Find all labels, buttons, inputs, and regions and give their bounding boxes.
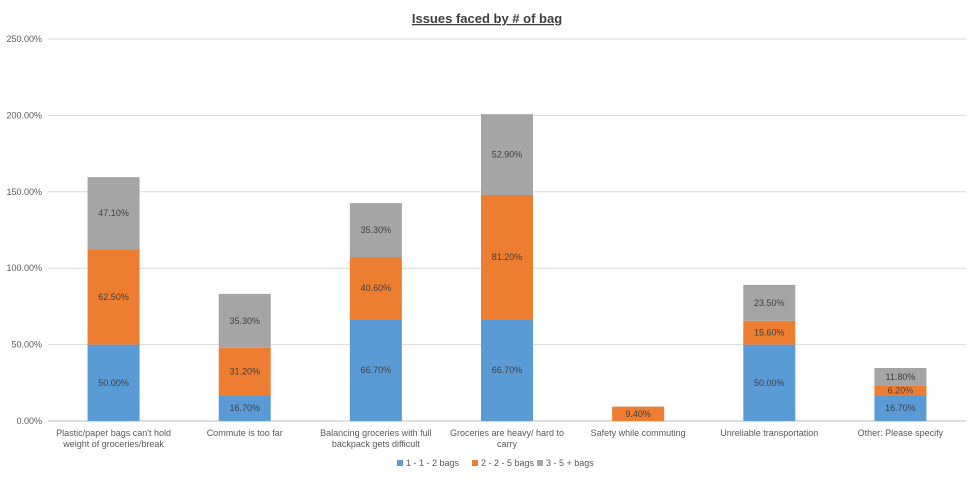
legend-swatch <box>472 460 478 466</box>
bar-segment <box>349 319 402 421</box>
x-axis: Plastic/paper bags can't hold weight of g… <box>56 428 944 449</box>
y-tick-label: 200.00% <box>6 110 42 120</box>
bar-segment <box>874 395 927 421</box>
legend-label: 3 - 5 + bags <box>546 458 594 468</box>
x-tick-label: Plastic/paper bags can't hold weight of g… <box>56 428 171 449</box>
data-label: 66.70% <box>492 365 523 375</box>
data-label: 35.30% <box>361 225 392 235</box>
data-label: 35.30% <box>229 316 260 326</box>
bar-segment <box>87 344 140 421</box>
y-axis: 0.00% 50.00% 100.00% 150.00% 200.00% 250.00% <box>6 34 42 426</box>
legend-label: 1 - 1 - 2 bags <box>406 458 460 468</box>
bar-segment <box>349 257 402 320</box>
data-label: 40.60% <box>361 283 392 293</box>
data-label: 50.00% <box>754 378 785 388</box>
x-tick-label: Balancing groceries with full backpack ge… <box>320 428 432 449</box>
data-label: 81.20% <box>492 252 523 262</box>
bar-segment <box>87 177 140 250</box>
bar-segment <box>481 114 533 196</box>
x-tick-label: Safety while commuting <box>591 428 686 438</box>
bar-segment <box>218 347 271 396</box>
x-tick-label: Unreliable transportation <box>720 428 818 438</box>
data-label: 16.70% <box>229 403 260 413</box>
bar-segment <box>87 249 140 345</box>
data-label: 66.70% <box>361 365 392 375</box>
legend-swatch <box>397 460 403 466</box>
data-label: 50.00% <box>98 378 129 388</box>
bar-segment <box>874 386 927 396</box>
y-tick-label: 150.00% <box>6 187 42 197</box>
data-label: 52.90% <box>492 150 523 160</box>
chart-title: Issues faced by # of bag <box>412 11 562 26</box>
bar-segment <box>218 293 271 348</box>
bar-segment <box>349 203 402 258</box>
bar-segment <box>481 319 533 421</box>
y-tick-label: 250.00% <box>6 34 42 44</box>
bar-segment <box>743 320 796 345</box>
bar-segment <box>743 284 796 321</box>
bar-segment <box>218 395 271 421</box>
y-tick-label: 0.00% <box>16 416 42 426</box>
data-label: 15.60% <box>754 328 785 338</box>
data-label: 23.50% <box>754 298 785 308</box>
bar-segment <box>612 406 665 421</box>
data-label: 62.50% <box>98 292 129 302</box>
data-label: 16.70% <box>885 403 916 413</box>
y-tick-label: 50.00% <box>11 340 42 350</box>
bar-segment <box>874 367 927 387</box>
bar-segment <box>481 195 533 320</box>
data-label: 11.80% <box>885 372 915 382</box>
y-tick-label: 100.00% <box>6 263 42 273</box>
data-label: 47.10% <box>98 208 129 218</box>
x-tick-label: Commute is too far <box>207 428 283 438</box>
legend-swatch <box>537 460 543 466</box>
x-tick-label: Groceries are heavy/ hard to carry <box>450 428 564 449</box>
data-label: 9.40% <box>625 409 651 419</box>
x-tick-label: Other: Please specify <box>858 428 944 438</box>
data-label: 31.20% <box>229 367 260 377</box>
bars: 50.00% 62.50% 47.10% 16.70% 31.20% 35.30% 66.7… <box>87 114 927 421</box>
legend-label: 2 - 2 - 5 bags <box>481 458 535 468</box>
bar-segment <box>743 344 796 421</box>
data-label: 6.20% <box>888 386 914 396</box>
legend: 1 - 1 - 2 bags 2 - 2 - 5 bags 3 - 5 + bags <box>397 458 594 468</box>
